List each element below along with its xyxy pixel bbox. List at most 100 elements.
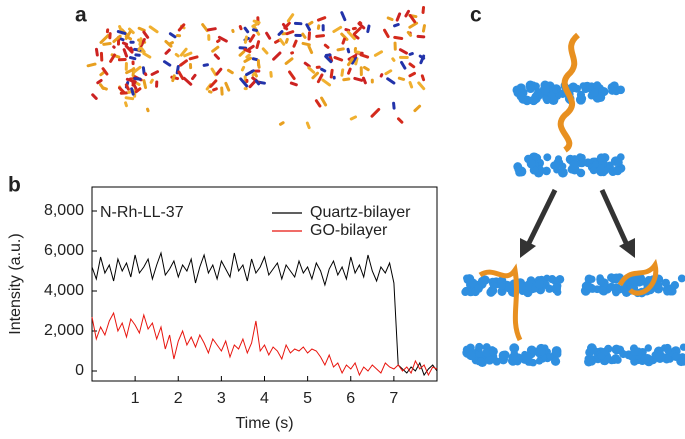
lipid	[474, 284, 483, 293]
atom-bond	[130, 87, 135, 96]
atom-bond	[265, 31, 272, 40]
atom-bond	[134, 87, 142, 94]
atom-bond	[138, 37, 143, 46]
atom-bond	[240, 65, 246, 72]
lipid	[584, 274, 594, 284]
lipid	[526, 84, 535, 94]
x-tick-label: 7	[389, 390, 398, 407]
atom-bond	[311, 71, 320, 80]
atom-bond	[316, 16, 327, 22]
lipid	[521, 351, 532, 361]
lipid	[644, 344, 652, 352]
atom-bond	[245, 69, 255, 77]
atom-bond	[383, 28, 390, 39]
atom-bond	[245, 53, 251, 59]
atom-bond	[179, 47, 188, 57]
atom-bond	[333, 56, 344, 62]
lipid	[477, 357, 485, 365]
atom-bond	[349, 115, 358, 121]
lipid	[475, 342, 484, 352]
atom-bond	[132, 65, 142, 74]
atom-bond	[168, 32, 177, 39]
atom-bond	[86, 62, 97, 68]
peptide-helix	[557, 32, 581, 153]
lipid	[543, 153, 552, 162]
atom-bond	[419, 54, 426, 65]
atom-bond	[314, 99, 322, 108]
atom-bond	[243, 56, 253, 63]
atom-bond	[179, 59, 188, 67]
atom-bond	[379, 73, 384, 78]
lipid	[655, 351, 666, 362]
atom-bond	[272, 51, 282, 61]
atom-bond	[183, 51, 193, 58]
lipid	[661, 278, 671, 288]
lipid	[468, 278, 478, 288]
atom-bond	[251, 21, 261, 28]
lipid	[537, 347, 546, 357]
atom-bond	[248, 33, 256, 43]
atom-bond	[421, 24, 426, 33]
molecular-illustration	[86, 5, 685, 368]
lipid	[578, 153, 586, 162]
atom-bond	[243, 35, 248, 44]
lipid	[551, 356, 561, 366]
x-tick-label: 3	[217, 390, 226, 407]
atom-bond	[251, 71, 256, 77]
atom-bond	[396, 117, 404, 124]
atom-bond	[301, 41, 311, 47]
atom-bond	[305, 23, 311, 32]
atom-bond	[305, 121, 311, 130]
atom-bond	[285, 30, 295, 36]
atom-bond	[342, 77, 351, 82]
atom-bond	[301, 32, 307, 39]
atom-bond	[274, 38, 281, 44]
atom-bond	[251, 28, 259, 32]
atom-bond	[239, 77, 249, 88]
lipid	[596, 153, 606, 163]
atom-bond	[344, 28, 351, 32]
atom-bond	[395, 12, 402, 22]
atom-bond	[243, 26, 250, 34]
atom-bond	[149, 78, 154, 84]
atom-bond	[191, 73, 197, 81]
atom-bond	[102, 42, 112, 46]
lipid	[545, 284, 554, 293]
atom-bond	[408, 21, 419, 29]
atom-bond	[142, 51, 152, 59]
atom-bond	[292, 39, 298, 48]
lipid	[539, 84, 550, 95]
lipid	[523, 280, 534, 291]
atom-bond	[224, 81, 231, 92]
atom-bond	[150, 70, 160, 76]
atom-bond	[284, 37, 289, 44]
atom-bond	[188, 55, 199, 61]
atom-bond	[373, 50, 384, 57]
lipid	[583, 282, 593, 293]
atom-bond	[211, 45, 220, 53]
atom-bond	[353, 33, 360, 40]
atom-bond	[286, 13, 295, 23]
atom-bond	[139, 46, 146, 54]
data-line	[91, 311, 438, 377]
atom-bond	[321, 78, 332, 87]
atom-bond	[177, 23, 186, 32]
atom-bond	[142, 79, 148, 90]
atom-bond	[209, 79, 218, 88]
lipid	[596, 277, 605, 286]
lipid	[589, 166, 598, 175]
lipid	[568, 82, 579, 93]
x-tick-label: 4	[260, 390, 269, 407]
lipid	[654, 280, 663, 289]
lipid	[630, 347, 639, 356]
atom-bond	[346, 47, 351, 54]
atom-bond	[121, 41, 129, 46]
atom-bond	[96, 79, 103, 85]
atom-bond	[255, 40, 261, 49]
lipid	[534, 279, 544, 289]
atom-bond	[307, 66, 316, 74]
atom-bond	[254, 72, 258, 78]
atom-bond	[384, 69, 393, 76]
atom-bond	[420, 74, 426, 82]
panel-label: a	[75, 4, 87, 27]
